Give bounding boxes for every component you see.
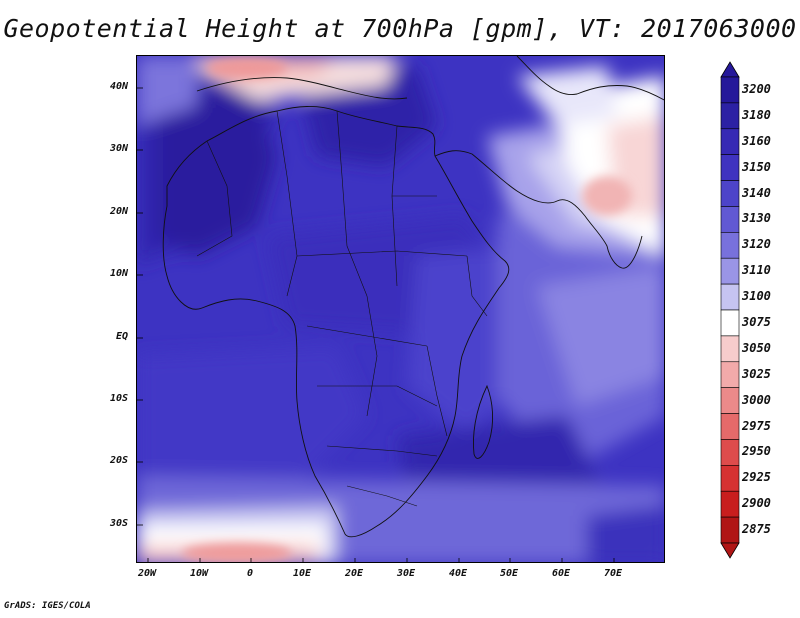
map-ticks — [137, 87, 615, 562]
map-panel — [136, 55, 665, 563]
colorbar-bottom-arrow — [720, 542, 740, 559]
colorbar-label: 3000 — [742, 392, 771, 407]
coastlines — [162, 56, 664, 538]
lat-label-10s: 10S — [109, 393, 128, 404]
footer-credit: GrADS: IGES/COLA — [4, 601, 91, 611]
colorbar-top-arrow — [720, 61, 740, 78]
colorbar-swatch — [720, 361, 740, 388]
colorbar-label: 3130 — [742, 211, 771, 226]
lat-label-40n: 40N — [109, 81, 128, 92]
colorbar-label: 3075 — [742, 314, 771, 329]
colorbar-swatch — [720, 413, 740, 440]
colorbar-swatch — [720, 232, 740, 259]
lon-label-50e: 50E — [499, 568, 519, 579]
colorbar-label: 2950 — [742, 444, 771, 459]
map-title: Geopotential Height at 700hPa [gpm], VT:… — [3, 14, 797, 43]
colorbar-label: 2975 — [742, 418, 771, 433]
colorbar-label: 3160 — [742, 133, 771, 148]
lon-label-10e: 10E — [292, 568, 312, 579]
colorbar-swatch — [720, 154, 740, 181]
red-anomaly-spots — [182, 58, 632, 562]
lon-label-0: 0 — [246, 568, 254, 579]
colorbar-swatch — [720, 490, 740, 518]
madagascar-coast — [473, 384, 494, 459]
colorbar-label: 3050 — [742, 340, 771, 355]
colorbar-label: 2925 — [742, 470, 771, 485]
shaded-field — [137, 56, 664, 562]
lat-label-20s: 20S — [109, 455, 128, 466]
colorbar-swatch — [720, 335, 740, 363]
caspian-region — [516, 56, 664, 101]
lat-label-10n: 10N — [109, 268, 128, 279]
colorbar-label: 2875 — [742, 522, 771, 537]
lon-label-70e: 70E — [603, 568, 623, 579]
colorbar-swatch — [720, 387, 740, 414]
colorbar-legend: 3200 3180 3160 3150 3140 3130 3120 3110 3100 3075… — [718, 60, 800, 560]
lat-label-20n: 20N — [109, 206, 128, 217]
colorbar-swatch — [720, 102, 740, 130]
colorbar-swatch — [720, 180, 740, 207]
colorbar-swatch — [720, 309, 740, 337]
colorbar — [720, 61, 740, 559]
colorbar-swatch — [720, 283, 740, 311]
geopotential-map — [137, 56, 664, 562]
colorbar-swatch — [720, 516, 740, 544]
lat-label-30n: 30N — [109, 143, 128, 154]
colorbar-label: 3140 — [742, 185, 771, 200]
colorbar-swatch — [720, 206, 740, 233]
colorbar-label: 3200 — [742, 81, 771, 96]
lat-label-30s: 30S — [109, 518, 128, 529]
colorbar-swatch — [720, 439, 740, 466]
lat-label-eq: EQ — [115, 331, 128, 342]
colorbar-label: 3120 — [742, 237, 771, 252]
lon-label-10w: 10W — [189, 568, 209, 579]
lon-label-60e: 60E — [551, 568, 571, 579]
colorbar-label: 3025 — [742, 366, 771, 381]
arabia-asia-coast — [434, 150, 643, 269]
colorbar-swatch — [720, 128, 740, 155]
lon-label-20w: 20W — [137, 568, 157, 579]
lon-label-40e: 40E — [448, 568, 468, 579]
lon-label-30e: 30E — [396, 568, 416, 579]
colorbar-label: 3180 — [742, 107, 771, 122]
colorbar-swatch — [720, 257, 740, 285]
colorbar-label: 2900 — [742, 496, 771, 511]
country-borders — [196, 110, 488, 507]
colorbar-swatch — [720, 465, 740, 492]
colorbar-label: 3100 — [742, 289, 771, 304]
colorbar-swatch — [720, 76, 740, 104]
lon-label-20e: 20E — [344, 568, 364, 579]
colorbar-label: 3110 — [742, 263, 771, 278]
colorbar-label: 3150 — [742, 159, 771, 174]
africa-coast — [162, 106, 510, 538]
mediterranean-north-coast — [196, 77, 408, 100]
